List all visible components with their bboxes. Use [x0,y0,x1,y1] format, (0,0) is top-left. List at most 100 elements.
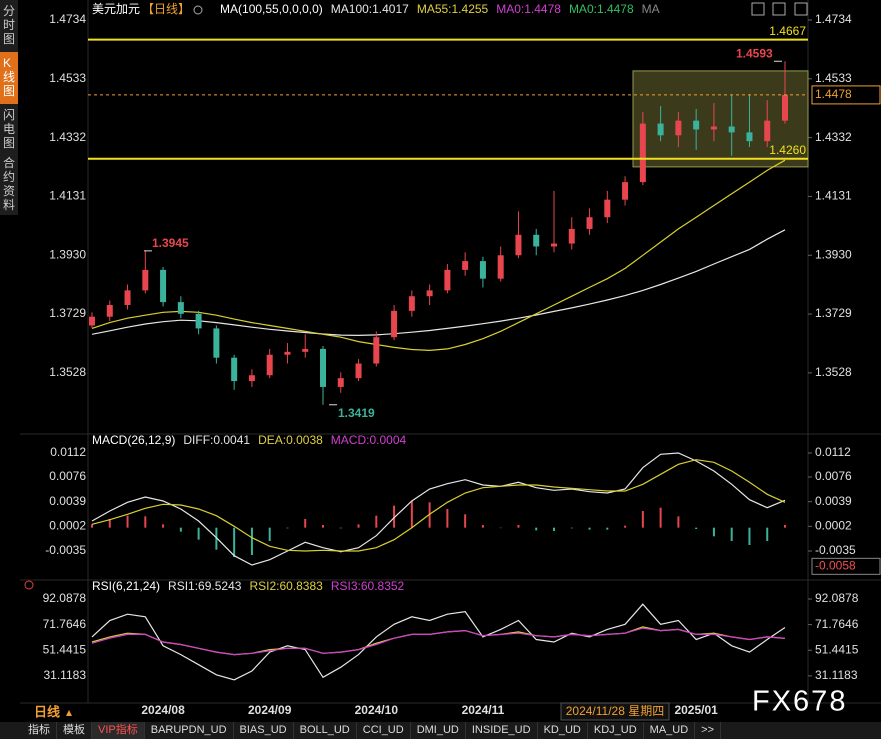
rsi-line [91,627,786,656]
y-tick-label: 71.7646 [815,617,859,631]
y-tick-label: 1.4734 [815,12,852,26]
candle-body [302,348,309,352]
sidebar-tab[interactable]: 分时图 [3,4,16,46]
candle-body [639,123,646,183]
y-tick-label: 1.3528 [49,365,86,379]
y-tick-label: 0.0039 [49,494,86,508]
candle-body [622,182,629,200]
indicator-title: RSI(6,21,24) [92,579,160,593]
cursor-label: -0.0058 [815,559,856,573]
period-button[interactable]: 日线 [34,704,60,719]
candle-body [337,378,344,387]
y-tick-label: 92.0878 [815,591,859,605]
toolbar-item[interactable]: BIAS_UD [234,722,294,739]
watermark: FX678 [752,686,847,718]
toolbar-item[interactable]: KDJ_UD [588,722,644,739]
toolbar-item[interactable]: BARUPDN_UD [145,722,234,739]
toolbar-item[interactable]: 指标 [0,722,57,739]
y-tick-label: 71.7646 [43,617,87,631]
candle-body [551,243,557,247]
level-label: 1.4260 [769,143,806,157]
sidebar-tab[interactable]: 闪电图 [3,108,16,150]
crosshair-icon [193,5,203,15]
candle-body [604,199,611,218]
y-tick-label: 31.1183 [44,668,87,682]
current-price-box [811,85,881,105]
toolbar-item[interactable]: MA_UD [644,722,696,739]
rsi-line [91,603,786,681]
toolbar-item[interactable]: DMI_UD [411,722,466,739]
legend-entry: MA0:1.4478 [496,2,561,16]
legend-entry: RSI3:60.8352 [331,579,405,593]
legend-entry: MA100:1.4017 [331,2,409,16]
y-tick-label: 1.4131 [815,189,852,203]
sidebar-tab[interactable]: 合约资料 [3,156,16,212]
indicator-title: MACD(26,12,9) [92,433,175,447]
annotation-label: 1.3419 [338,406,375,420]
toolbar-item[interactable]: >> [695,722,722,739]
y-tick-label: 1.3729 [815,306,852,320]
toolbar-item[interactable]: CCI_UD [357,722,411,739]
candle-body [408,296,415,311]
candle-body [764,120,771,142]
candle-body [675,120,682,136]
candle-body [515,234,522,256]
rsi-icon[interactable] [24,580,34,590]
y-tick-label: 1.4734 [49,12,86,26]
window-icon[interactable] [751,2,765,16]
y-tick-label: 1.4332 [815,130,852,144]
y-tick-label: 0.0076 [49,469,86,483]
x-tick-label: 2024/11 [462,703,505,717]
toolbar-item[interactable]: BOLL_UD [294,722,357,739]
sidebar: 分时图 K线图闪电图合约资料 [0,0,18,215]
x-tick-label: 2025/01 [674,703,718,717]
toolbar-item[interactable]: VIP指标 [92,722,145,739]
toolbar-item[interactable]: KD_UD [538,722,588,739]
y-tick-label: 1.4533 [49,71,86,85]
window-icon[interactable] [794,2,808,16]
candle-body [746,132,753,142]
legend-entry: DEA:0.0038 [258,433,323,447]
toolbar-item[interactable]: 模板 [57,722,92,739]
y-tick-label: 51.4415 [43,642,87,656]
legend-entry: RSI1:69.5243 [168,579,242,593]
candle-body [106,305,113,317]
legend-entry: DIFF:0.0041 [183,433,250,447]
legend-entry: MA0:1.4478 [569,2,634,16]
candle-body [497,255,504,279]
legend-entry: MACD:0.0004 [331,433,407,447]
x-tick-label: 2024/08 [141,703,185,717]
crosshair-box [560,702,670,721]
candle-body [89,316,95,326]
indicator-label: MA(100,55,0,0,0,0) [220,2,323,16]
macd-line [91,452,786,566]
chart: 日线 2024/11/28 星期四 FX678 1.4734 1.4734 1.45… [20,0,881,721]
candle-body [266,354,273,376]
y-tick-label: 0.0002 [49,519,86,533]
candle-body [124,290,131,306]
y-tick-label: 1.3528 [815,365,852,379]
candle-body [568,228,575,244]
toolbar-item[interactable]: INSIDE_UD [466,722,538,739]
y-tick-label: 1.3729 [49,306,86,320]
y-tick-label: 1.3930 [815,247,852,261]
y-tick-label: 0.0039 [815,494,852,508]
period-arrow[interactable] [66,710,72,716]
window-icon[interactable] [772,2,786,16]
annotation-label: 1.3945 [152,236,189,250]
candle-body [462,261,469,270]
candle-body [142,269,149,291]
x-tick-label: 2024/09 [248,703,292,717]
y-tick-label: 92.0878 [43,591,87,605]
y-tick-label: 0.0112 [815,445,851,459]
y-tick-label: 1.4131 [49,189,86,203]
toolbar: 指标 模板 VIP指标 BARUPDN_UD BIAS_UD BOLL_UD CCI_UD D… [0,722,881,739]
candle-body [177,302,184,314]
candle-body [693,120,700,130]
legend-entry: MA55:1.4255 [417,2,489,16]
y-tick-label: 1.4332 [49,130,86,144]
sidebar-tab[interactable]: K线图 [0,52,18,104]
y-tick-label: 0.0076 [815,469,852,483]
macd-line [91,459,786,552]
